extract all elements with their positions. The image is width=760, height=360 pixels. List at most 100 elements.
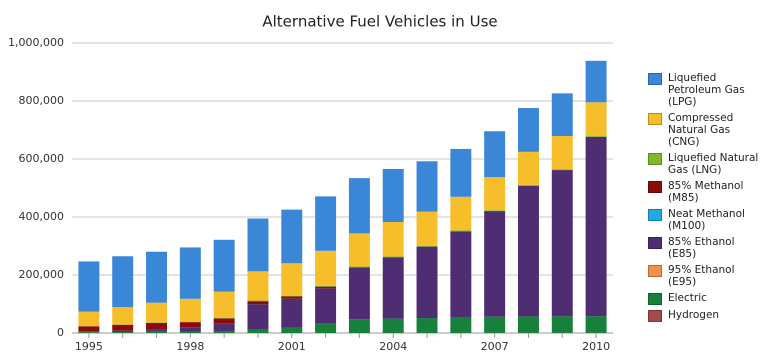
bar-segment xyxy=(315,250,337,286)
bar-segment xyxy=(450,230,472,232)
bar-segment xyxy=(382,257,404,319)
legend-label: Liquefied Natural Gas (LNG) xyxy=(668,152,759,176)
bar-segment xyxy=(585,60,607,103)
bar-segment xyxy=(213,318,235,324)
bar-segment xyxy=(517,151,539,185)
legend-item: 85% Ethanol (E85) xyxy=(648,236,760,260)
legend-swatch xyxy=(648,113,662,125)
bar-segment xyxy=(281,296,303,299)
bar-segment xyxy=(247,271,269,301)
bar-segment xyxy=(517,316,539,333)
bar-segment xyxy=(315,285,337,287)
legend: Liquefied Petroleum Gas (LPG) Compressed … xyxy=(648,72,760,326)
bar-segment xyxy=(179,322,201,328)
bar-segment xyxy=(348,233,370,267)
bar-segment xyxy=(416,318,438,333)
bar-segment xyxy=(281,327,303,333)
bar-segment xyxy=(179,331,201,333)
bar-segment xyxy=(112,332,134,333)
bar-segment xyxy=(551,136,573,170)
bar-segment xyxy=(382,318,404,333)
legend-item: Liquefied Natural Gas (LNG) xyxy=(648,152,760,176)
legend-swatch xyxy=(648,237,662,249)
bar-segment xyxy=(585,316,607,333)
y-tick-label: 800,000 xyxy=(19,94,65,107)
bar-segment xyxy=(78,332,100,333)
y-tick-label: 1,000,000 xyxy=(8,36,64,49)
bar-segment xyxy=(517,184,539,186)
bar-segment xyxy=(315,196,337,251)
chart: Alternative Fuel Vehicles in Use 0 200,00… xyxy=(8,13,613,353)
x-tick-label: 2001 xyxy=(278,340,306,353)
bar-segment xyxy=(315,323,337,333)
bar-segment xyxy=(247,304,269,330)
bar-segment xyxy=(247,218,269,272)
bar-segment xyxy=(112,330,134,333)
y-tick-label: 200,000 xyxy=(19,268,65,281)
bar-segment xyxy=(450,196,472,231)
bar-segment xyxy=(551,170,573,317)
bar-segment xyxy=(551,93,573,137)
bar-segment xyxy=(585,136,607,317)
legend-swatch xyxy=(648,209,662,221)
bar-segment xyxy=(382,256,404,258)
bar-segment xyxy=(551,316,573,333)
legend-item: 95% Ethanol (E95) xyxy=(648,264,760,288)
bar-segment xyxy=(484,131,506,178)
bar-segment xyxy=(517,108,539,152)
bar-segment xyxy=(112,256,134,308)
y-tick-label: 400,000 xyxy=(19,210,65,223)
legend-label: Electric xyxy=(668,292,707,304)
bar-segment xyxy=(112,324,134,331)
legend-label: Liquefied Petroleum Gas (LPG) xyxy=(668,72,745,108)
bar-segment xyxy=(416,245,438,247)
bar-segment xyxy=(213,239,235,292)
bar-segment xyxy=(484,210,506,212)
bar-segment xyxy=(484,316,506,333)
bar-segment xyxy=(179,247,201,299)
bar-segment xyxy=(247,329,269,333)
legend-label: 85% Methanol (M85) xyxy=(668,180,744,204)
bar-segment xyxy=(78,261,100,312)
y-tick-label: 0 xyxy=(57,326,64,339)
bar-segment xyxy=(517,185,539,317)
bar-segment xyxy=(450,231,472,318)
bar-segment xyxy=(78,311,100,327)
bar-segment xyxy=(281,263,303,296)
x-tick-label: 1995 xyxy=(75,340,103,353)
legend-label: 95% Ethanol (E95) xyxy=(668,264,735,288)
bar-segment xyxy=(146,322,168,330)
bar-segment xyxy=(247,300,269,302)
bar-segment xyxy=(213,330,235,333)
x-tick-label: 2010 xyxy=(582,340,610,353)
bar-segment xyxy=(416,246,438,319)
bar-segment xyxy=(551,169,573,171)
bar-segment xyxy=(484,211,506,317)
x-tick-label: 1998 xyxy=(176,340,204,353)
chart-title: Alternative Fuel Vehicles in Use xyxy=(262,13,497,31)
x-tick-label: 2007 xyxy=(481,340,509,353)
bar-segment xyxy=(585,102,607,136)
y-tick-label: 600,000 xyxy=(19,152,65,165)
bar-segment xyxy=(348,267,370,320)
legend-item: 85% Methanol (M85) xyxy=(648,180,760,204)
bar-segment xyxy=(382,222,404,257)
bar-segment xyxy=(348,266,370,268)
legend-swatch xyxy=(648,181,662,193)
legend-item: Electric xyxy=(648,292,760,305)
legend-label: 85% Ethanol (E85) xyxy=(668,236,735,260)
x-tick-label: 2004 xyxy=(379,340,407,353)
bar-segment xyxy=(281,298,303,328)
bar-segment xyxy=(179,298,201,322)
bar-segment xyxy=(213,323,235,331)
bar-segment xyxy=(315,288,337,324)
legend-item: Compressed Natural Gas (CNG) xyxy=(648,112,760,148)
bar-segment xyxy=(382,168,404,223)
bar-segment xyxy=(78,326,100,332)
legend-swatch xyxy=(648,73,662,85)
bar-segment xyxy=(315,286,337,289)
legend-item: Hydrogen xyxy=(648,309,760,322)
legend-swatch xyxy=(648,293,662,305)
bar-segment xyxy=(146,302,168,323)
